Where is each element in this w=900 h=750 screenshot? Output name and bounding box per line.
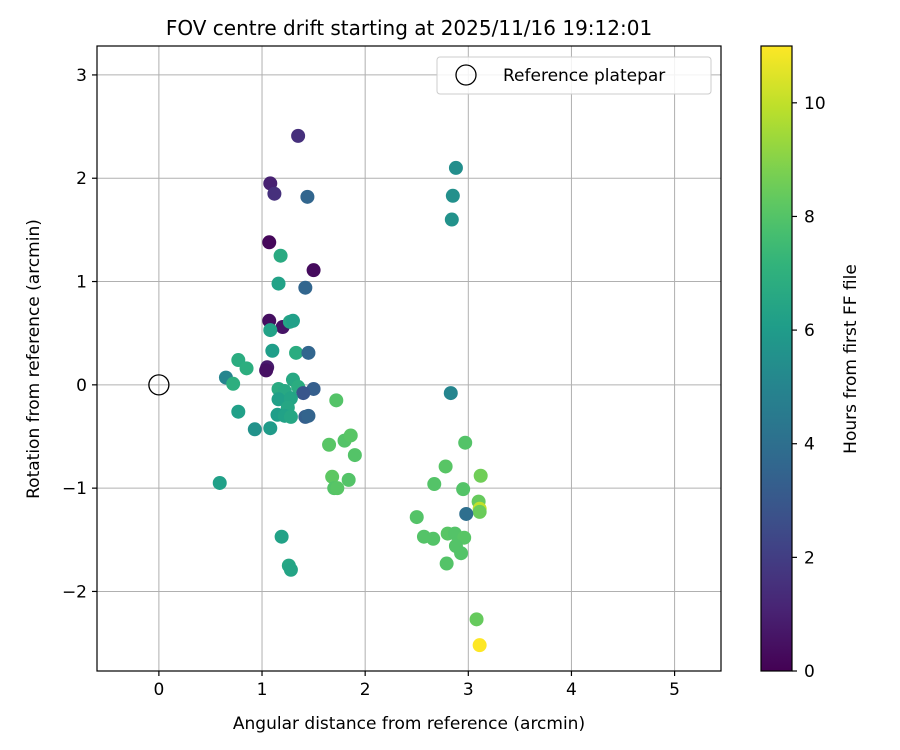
data-point	[263, 323, 277, 337]
y-axis-label: Rotation from reference (arcmin)	[24, 219, 44, 499]
data-point	[473, 505, 487, 519]
colorbar-tick-label: 0	[804, 662, 815, 682]
data-point	[272, 277, 286, 291]
data-point	[263, 421, 277, 435]
data-point	[459, 507, 473, 521]
y-tick-label: 2	[76, 169, 87, 189]
x-tick-label: 4	[566, 680, 577, 700]
data-point	[444, 386, 458, 400]
data-point	[456, 482, 470, 496]
data-point	[289, 346, 303, 360]
data-point	[322, 438, 336, 452]
data-point	[329, 393, 343, 407]
x-tick-label: 1	[257, 680, 268, 700]
data-point	[458, 436, 472, 450]
data-point	[298, 281, 312, 295]
data-point	[262, 235, 276, 249]
data-point	[267, 187, 281, 201]
data-point	[226, 377, 240, 391]
data-point	[348, 448, 362, 462]
data-point	[284, 563, 298, 577]
plot-background	[97, 46, 721, 671]
data-point	[427, 477, 441, 491]
data-point	[259, 363, 273, 377]
data-point	[307, 263, 321, 277]
fov-drift-chart: FOV centre drift starting at 2025/11/16 …	[0, 0, 900, 750]
data-point	[300, 190, 314, 204]
y-tick-label: 1	[76, 273, 87, 293]
data-point	[474, 469, 488, 483]
data-point	[342, 473, 356, 487]
x-tick-label: 0	[153, 680, 164, 700]
colorbar-gradient	[761, 46, 792, 671]
data-point	[454, 546, 468, 560]
data-point	[410, 510, 424, 524]
y-tick-label: 3	[76, 66, 87, 86]
data-point	[248, 422, 262, 436]
colorbar-ticks: 0 2 4 6 8 10	[792, 94, 826, 682]
data-point	[446, 189, 460, 203]
data-point	[284, 410, 298, 424]
data-point	[439, 459, 453, 473]
data-point	[449, 161, 463, 175]
data-point	[301, 346, 315, 360]
y-tick-label: −1	[62, 479, 87, 499]
x-axis-ticks: 0 1 2 3 4 5	[153, 671, 680, 700]
x-tick-label: 2	[360, 680, 371, 700]
data-point	[275, 530, 289, 544]
x-tick-label: 5	[669, 680, 680, 700]
data-point	[231, 405, 245, 419]
x-axis-label: Angular distance from reference (arcmin)	[233, 714, 585, 734]
data-point	[344, 428, 358, 442]
data-point	[286, 314, 300, 328]
data-point	[301, 409, 315, 423]
plot-area: 0 1 2 3 4 5 −2 −1 0 1 2 3	[62, 46, 721, 700]
legend: Reference platepar	[437, 57, 711, 94]
y-axis-ticks: −2 −1 0 1 2 3	[62, 66, 97, 603]
data-point	[296, 386, 310, 400]
data-point	[470, 612, 484, 626]
colorbar-tick-label: 4	[804, 435, 815, 455]
legend-entry-label: Reference platepar	[503, 66, 665, 86]
colorbar-tick-label: 2	[804, 548, 815, 568]
data-point	[240, 361, 254, 375]
data-point	[440, 557, 454, 571]
data-point	[473, 638, 487, 652]
chart-title: FOV centre drift starting at 2025/11/16 …	[166, 16, 652, 40]
x-tick-label: 3	[463, 680, 474, 700]
y-tick-label: −2	[62, 582, 87, 602]
colorbar: 0 2 4 6 8 10 Hours from first FF file	[761, 46, 861, 682]
data-point	[426, 532, 440, 546]
data-point	[274, 249, 288, 263]
colorbar-tick-label: 10	[804, 94, 826, 114]
data-point	[265, 344, 279, 358]
colorbar-label: Hours from first FF file	[841, 264, 861, 454]
y-tick-label: 0	[76, 376, 87, 396]
data-point	[330, 481, 344, 495]
data-point	[445, 213, 459, 227]
data-point	[291, 129, 305, 143]
data-point	[213, 476, 227, 490]
colorbar-tick-label: 6	[804, 321, 815, 341]
colorbar-tick-label: 8	[804, 207, 815, 227]
